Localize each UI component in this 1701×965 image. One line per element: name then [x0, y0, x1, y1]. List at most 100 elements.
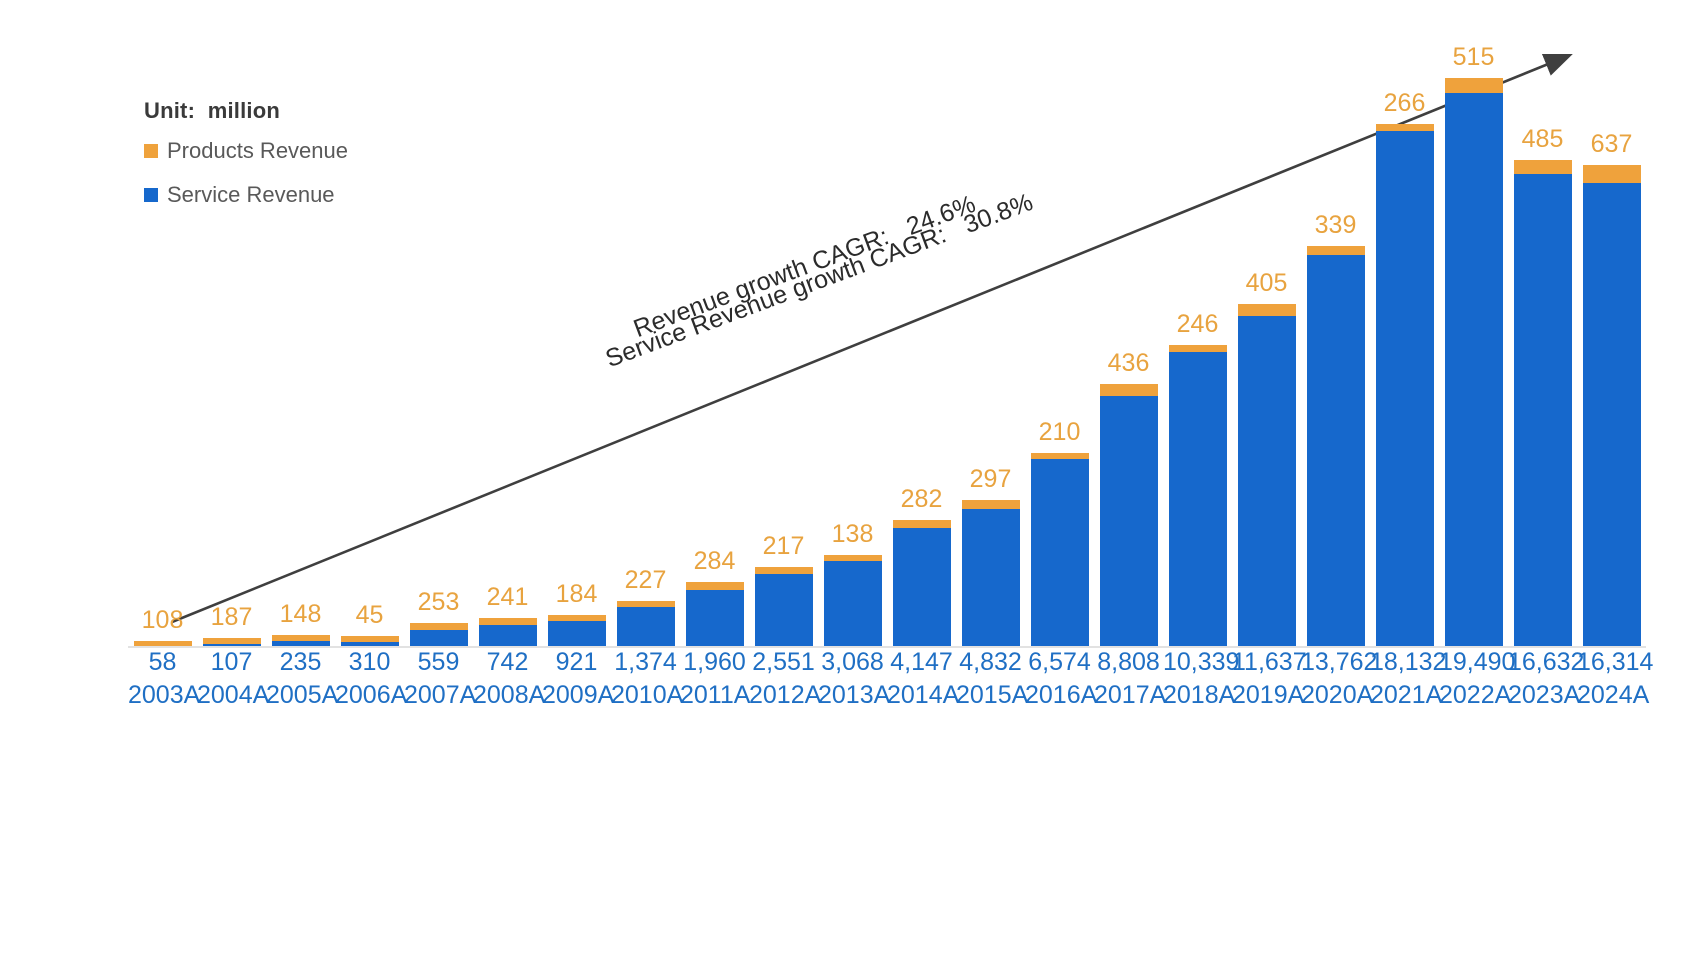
- bar-segment-service-revenue[interactable]: [1099, 395, 1158, 646]
- x-axis-year-label: 2013A: [818, 681, 891, 709]
- service-revenue-value-label: 8,808: [1097, 648, 1160, 676]
- bar-segment-products-revenue[interactable]: [409, 622, 468, 631]
- bar-segment-products-revenue[interactable]: [133, 641, 192, 646]
- bar-segment-products-revenue[interactable]: [892, 520, 951, 529]
- products-revenue-value-label: 138: [831, 519, 874, 548]
- bar-segment-products-revenue[interactable]: [340, 635, 399, 642]
- x-axis-year-label: 2022A: [1439, 681, 1512, 709]
- x-axis-year-label: 2021A: [1370, 681, 1443, 709]
- bar-column[interactable]: 45: [340, 601, 399, 646]
- plot-area: 108 187 148 45 253 241 184 227 284 217 138 282 297 21…: [128, 43, 1646, 648]
- bar-column[interactable]: 297: [961, 465, 1020, 646]
- bar-column[interactable]: 246: [1168, 310, 1227, 646]
- bar-column[interactable]: 485: [1513, 125, 1572, 646]
- bar-segment-products-revenue[interactable]: [685, 582, 744, 591]
- bar-segment-service-revenue[interactable]: [478, 624, 537, 646]
- bar-segment-service-revenue[interactable]: [271, 641, 330, 646]
- bar-column[interactable]: 138: [823, 520, 882, 646]
- bar-column[interactable]: 282: [892, 485, 951, 646]
- service-revenue-value-label: 4,832: [959, 648, 1022, 676]
- bar-segment-service-revenue[interactable]: [754, 573, 813, 646]
- bar-segment-products-revenue[interactable]: [1030, 453, 1089, 460]
- bar-column[interactable]: 436: [1099, 349, 1158, 646]
- bar-segment-products-revenue[interactable]: [754, 567, 813, 574]
- bar-column[interactable]: 405: [1237, 269, 1296, 646]
- x-axis-year-label: 2024A: [1577, 681, 1650, 709]
- bar-segment-service-revenue[interactable]: [202, 643, 261, 646]
- service-revenue-value-label: 3,068: [821, 648, 884, 676]
- service-revenue-value-label: 18,132: [1370, 648, 1447, 676]
- x-axis-year-label: 2007A: [404, 681, 477, 709]
- bar-column[interactable]: 266: [1375, 89, 1434, 646]
- bar-segment-products-revenue[interactable]: [961, 500, 1020, 509]
- bar-segment-products-revenue[interactable]: [1513, 160, 1572, 174]
- bar-column[interactable]: 241: [478, 583, 537, 646]
- service-revenue-value-label: 1,374: [614, 648, 677, 676]
- bar-segment-products-revenue[interactable]: [1306, 245, 1365, 256]
- service-revenue-value-label: 13,762: [1301, 648, 1378, 676]
- bar-column[interactable]: 515: [1444, 43, 1503, 646]
- products-revenue-value-label: 246: [1176, 310, 1219, 339]
- x-axis-year-label: 2018A: [1163, 681, 1236, 709]
- bar-segment-products-revenue[interactable]: [547, 614, 606, 621]
- bar-column[interactable]: 253: [409, 588, 468, 646]
- x-axis-year-label: 2015A: [956, 681, 1029, 709]
- service-revenue-value-label: 19,490: [1439, 648, 1516, 676]
- products-revenue-value-label: 266: [1383, 88, 1426, 117]
- x-axis-year-label: 2005A: [266, 681, 339, 709]
- bar-segment-products-revenue[interactable]: [1237, 304, 1296, 316]
- products-revenue-value-label: 284: [693, 547, 736, 576]
- legend-swatch-products-icon: [144, 144, 158, 158]
- bar-segment-service-revenue[interactable]: [685, 590, 744, 646]
- service-revenue-value-label: 6,574: [1028, 648, 1091, 676]
- products-revenue-value-label: 637: [1590, 129, 1633, 158]
- bar-segment-service-revenue[interactable]: [1237, 315, 1296, 646]
- bar-column[interactable]: 148: [271, 600, 330, 646]
- bar-segment-service-revenue[interactable]: [823, 560, 882, 646]
- products-revenue-value-label: 485: [1521, 125, 1564, 153]
- bar-segment-products-revenue[interactable]: [202, 637, 261, 644]
- x-axis-year-label: 2017A: [1094, 681, 1167, 709]
- bar-segment-service-revenue[interactable]: [961, 508, 1020, 646]
- x-axis-year-label: 2019A: [1232, 681, 1305, 709]
- products-revenue-value-label: 45: [355, 600, 384, 629]
- bar-column[interactable]: 637: [1582, 130, 1641, 646]
- products-revenue-value-label: 108: [141, 606, 184, 635]
- bar-column[interactable]: 108: [133, 606, 192, 646]
- bar-column[interactable]: 227: [616, 566, 675, 646]
- bar-segment-service-revenue[interactable]: [1030, 459, 1089, 646]
- service-revenue-value-label: 559: [417, 648, 460, 676]
- bar-segment-service-revenue[interactable]: [1306, 255, 1365, 646]
- legend-swatch-service-icon: [144, 188, 158, 202]
- bar-segment-service-revenue[interactable]: [340, 641, 399, 646]
- bar-column[interactable]: 339: [1306, 211, 1365, 646]
- bar-segment-products-revenue[interactable]: [1168, 345, 1227, 353]
- bar-segment-products-revenue[interactable]: [1444, 78, 1503, 93]
- bar-column[interactable]: 210: [1030, 418, 1089, 646]
- bar-segment-products-revenue[interactable]: [1099, 383, 1158, 396]
- bar-segment-products-revenue[interactable]: [271, 635, 330, 642]
- bar-segment-service-revenue[interactable]: [1582, 182, 1641, 646]
- bar-segment-service-revenue[interactable]: [409, 630, 468, 646]
- bar-segment-service-revenue[interactable]: [1375, 131, 1434, 646]
- products-revenue-value-label: 297: [969, 465, 1012, 494]
- bar-segment-service-revenue[interactable]: [616, 607, 675, 646]
- bar-column[interactable]: 284: [685, 547, 744, 646]
- bar-column[interactable]: 217: [754, 532, 813, 646]
- bar-segment-service-revenue[interactable]: [1168, 352, 1227, 646]
- service-revenue-value-label: 10,339: [1163, 648, 1240, 676]
- bar-segment-products-revenue[interactable]: [616, 600, 675, 607]
- bar-column[interactable]: 184: [547, 580, 606, 646]
- bar-segment-products-revenue[interactable]: [1582, 164, 1641, 183]
- bar-segment-products-revenue[interactable]: [1375, 123, 1434, 132]
- bar-segment-service-revenue[interactable]: [1444, 92, 1503, 646]
- bar-segment-products-revenue[interactable]: [823, 554, 882, 561]
- bar-column[interactable]: 187: [202, 603, 261, 646]
- x-axis-year-label: 2010A: [611, 681, 684, 709]
- bar-segment-service-revenue[interactable]: [892, 528, 951, 646]
- x-axis-year-label: 2009A: [542, 681, 615, 709]
- bar-segment-products-revenue[interactable]: [478, 618, 537, 625]
- bar-segment-service-revenue[interactable]: [547, 620, 606, 646]
- bar-segment-service-revenue[interactable]: [1513, 173, 1572, 646]
- x-axis-year-label: 2020A: [1301, 681, 1374, 709]
